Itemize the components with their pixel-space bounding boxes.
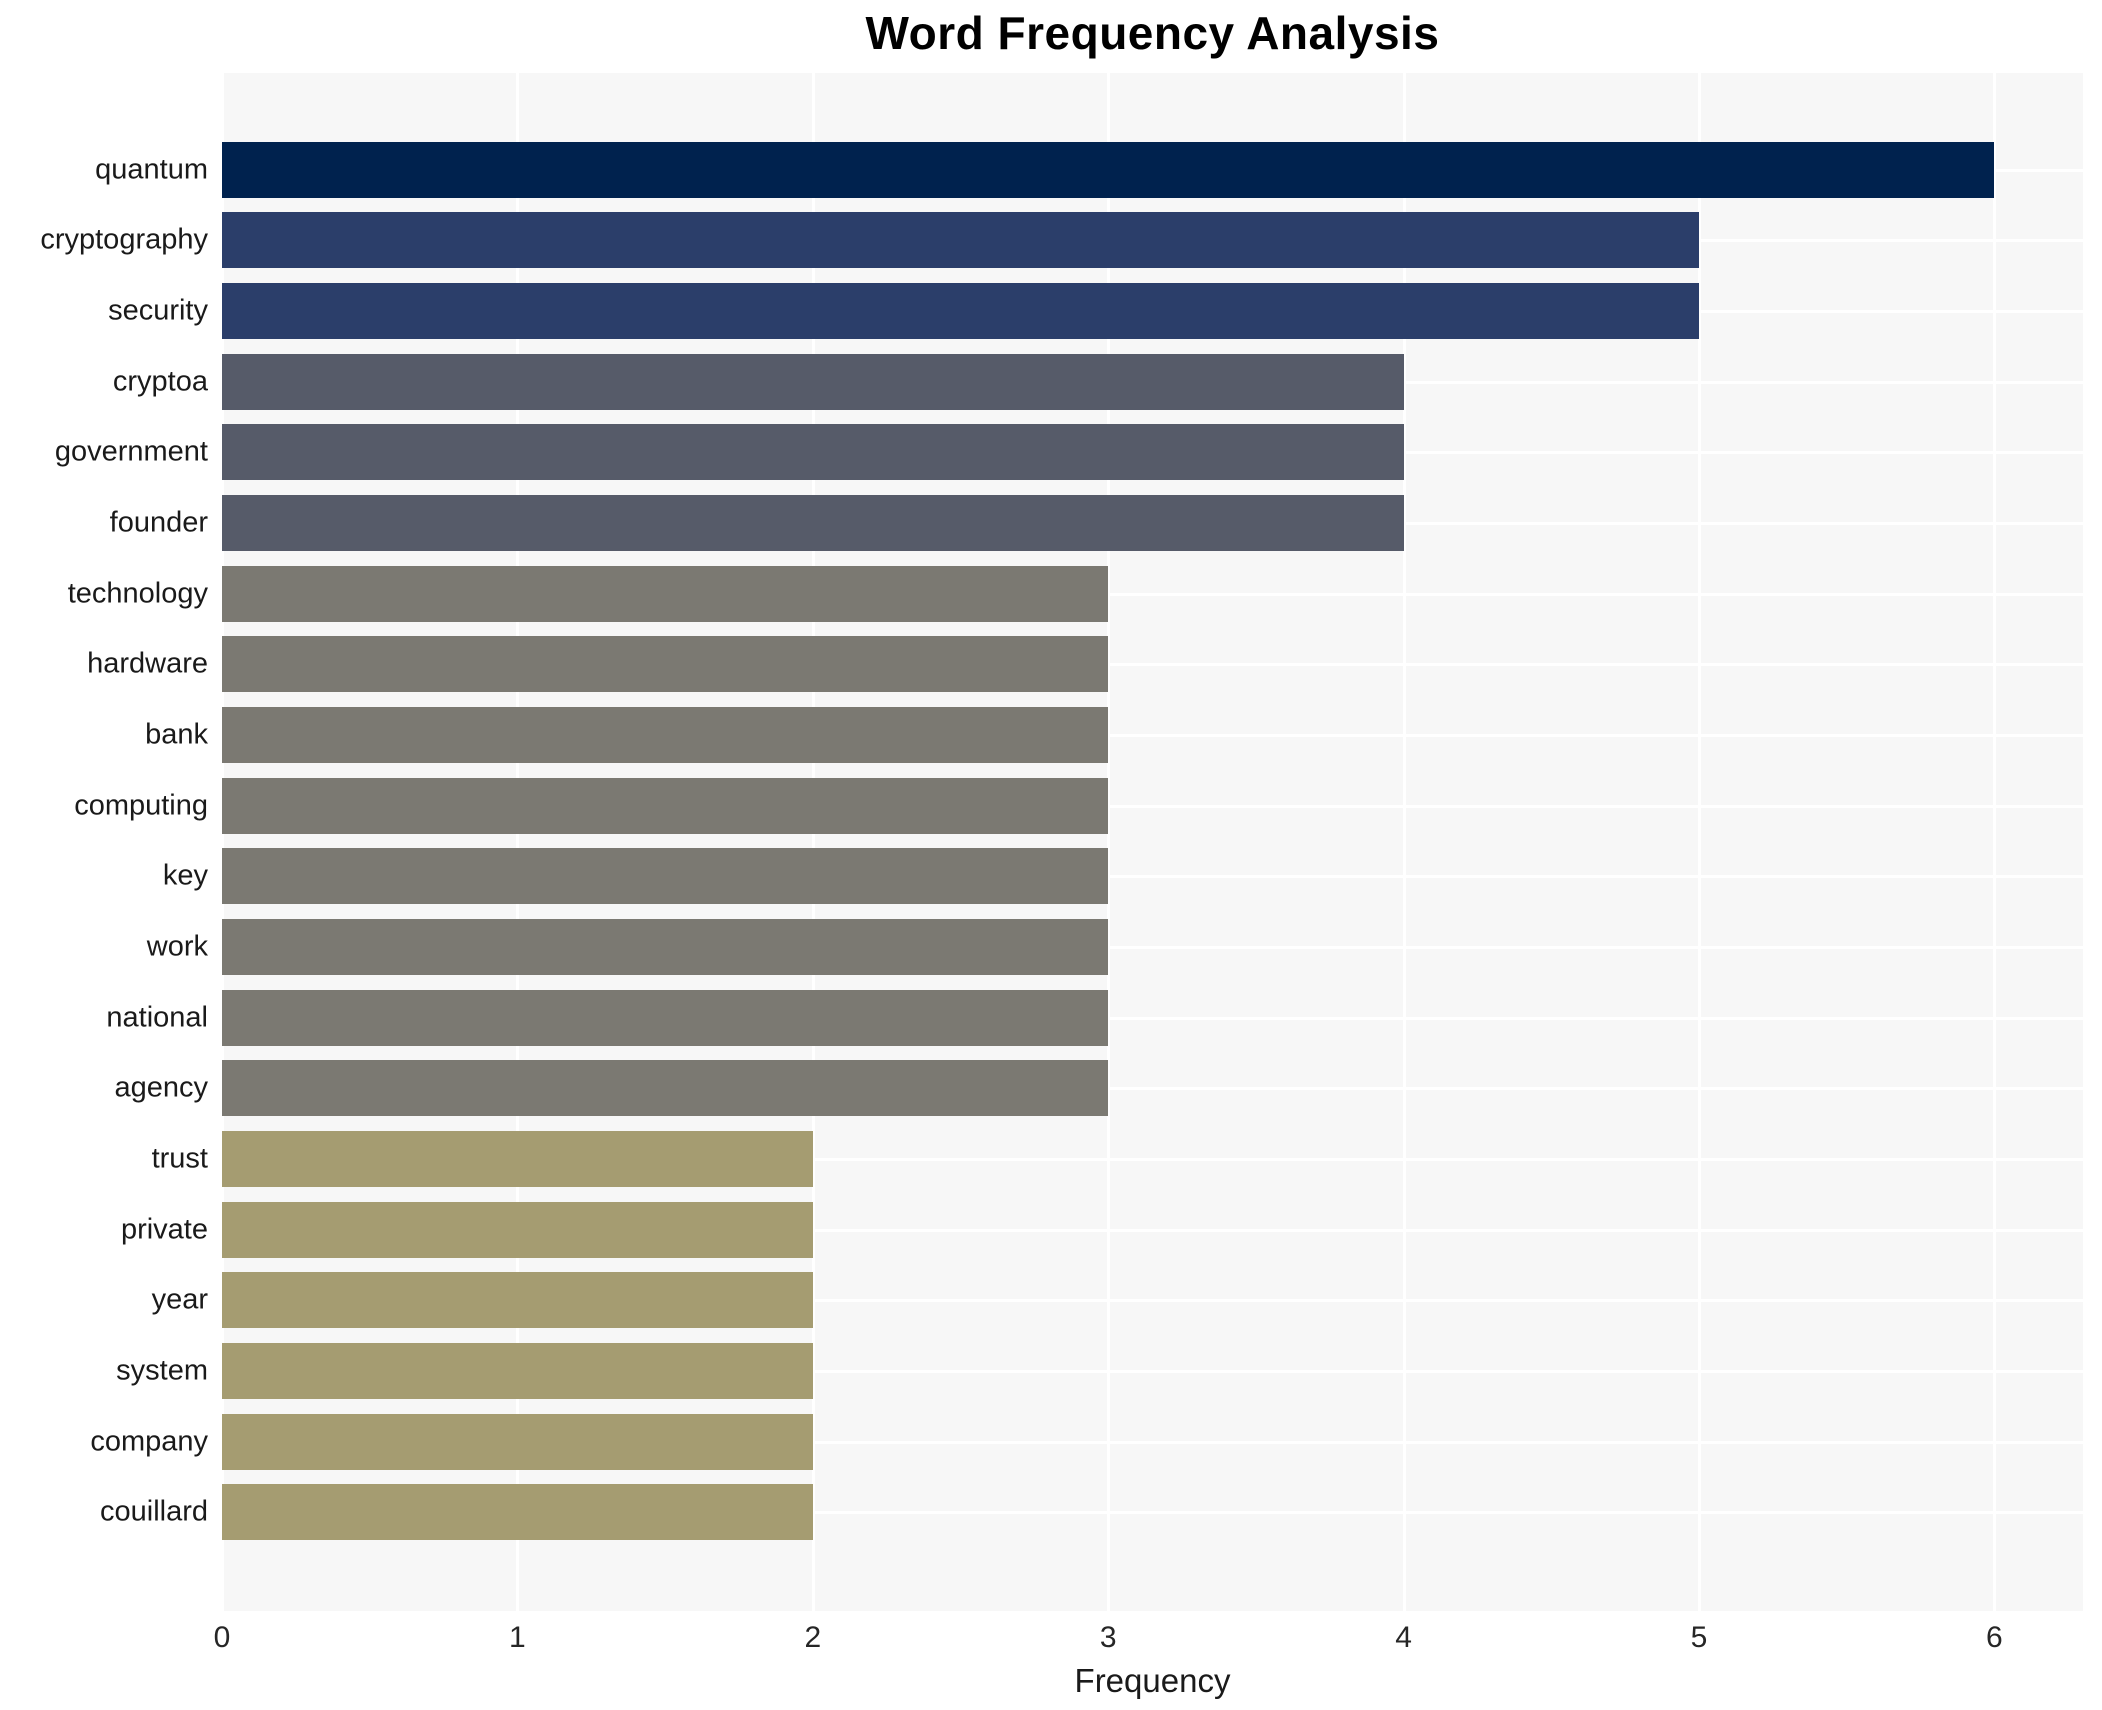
bar-computing bbox=[222, 777, 1109, 834]
bar-key bbox=[222, 848, 1109, 905]
bar-agency bbox=[222, 1060, 1109, 1117]
bar-bank bbox=[222, 706, 1109, 763]
y-gridline-company bbox=[222, 1440, 2083, 1444]
x-gridline-4 bbox=[1402, 73, 1406, 1611]
y-gridline-year bbox=[222, 1299, 2083, 1303]
bar-work bbox=[222, 918, 1109, 975]
x-gridline-0 bbox=[222, 73, 224, 1611]
x-tick-label-6: 6 bbox=[1986, 1621, 2003, 1654]
bar-year bbox=[222, 1272, 813, 1329]
bar-hardware bbox=[222, 636, 1109, 693]
chart-title: Word Frequency Analysis bbox=[865, 7, 1440, 59]
bar-couillard bbox=[222, 1484, 813, 1541]
x-gridline-5 bbox=[1697, 73, 1701, 1611]
x-tick-label-3: 3 bbox=[1099, 1621, 1117, 1654]
y-tick-label-private: private bbox=[120, 1213, 208, 1246]
y-gridline-computing bbox=[222, 804, 2083, 808]
y-tick-label-cryptography: cryptography bbox=[40, 223, 208, 256]
bar-trust bbox=[222, 1131, 813, 1188]
y-gridline-technology bbox=[222, 592, 2083, 596]
y-tick-label-hardware: hardware bbox=[87, 647, 208, 680]
x-gridline-6 bbox=[1993, 73, 1997, 1611]
x-tick-label-2: 2 bbox=[804, 1621, 822, 1654]
plot-area bbox=[222, 73, 2083, 1611]
x-gridline-3 bbox=[1107, 73, 1111, 1611]
y-gridline-national bbox=[222, 1016, 2083, 1020]
y-tick-label-government: government bbox=[54, 435, 208, 468]
y-tick-label-security: security bbox=[108, 294, 208, 327]
bar-cryptography bbox=[222, 212, 1699, 269]
x-tick-label-4: 4 bbox=[1395, 1621, 1412, 1654]
y-tick-label-company: company bbox=[90, 1425, 208, 1458]
y-gridline-work bbox=[222, 945, 2083, 949]
y-gridline-trust bbox=[222, 1158, 2083, 1162]
bar-government bbox=[222, 424, 1404, 481]
y-tick-label-key: key bbox=[162, 859, 208, 892]
y-tick-label-cryptoa: cryptoa bbox=[112, 365, 208, 398]
y-tick-label-trust: trust bbox=[151, 1142, 208, 1175]
bar-private bbox=[222, 1201, 813, 1258]
y-tick-label-agency: agency bbox=[114, 1071, 208, 1104]
y-gridline-bank bbox=[222, 733, 2083, 737]
y-gridline-hardware bbox=[222, 663, 2083, 667]
y-tick-label-system: system bbox=[116, 1354, 208, 1387]
y-gridline-private bbox=[222, 1228, 2083, 1232]
bar-technology bbox=[222, 565, 1109, 622]
x-gridline-2 bbox=[811, 73, 815, 1611]
x-tick-label-0: 0 bbox=[213, 1621, 231, 1654]
bar-national bbox=[222, 989, 1109, 1046]
x-axis-title: Frequency bbox=[1074, 1662, 1231, 1699]
y-tick-label-quantum: quantum bbox=[95, 153, 208, 185]
y-gridline-system bbox=[222, 1370, 2083, 1374]
x-tick-label-1: 1 bbox=[509, 1621, 526, 1654]
y-tick-label-computing: computing bbox=[74, 789, 208, 822]
x-tick-label-5: 5 bbox=[1690, 1621, 1708, 1654]
bar-cryptoa bbox=[222, 353, 1404, 410]
bar-system bbox=[222, 1343, 813, 1400]
y-tick-label-work: work bbox=[146, 930, 208, 963]
y-gridline-agency bbox=[222, 1087, 2083, 1091]
y-tick-label-founder: founder bbox=[109, 506, 208, 539]
y-tick-label-bank: bank bbox=[145, 718, 208, 751]
bar-founder bbox=[222, 494, 1404, 551]
y-tick-label-year: year bbox=[151, 1283, 208, 1316]
y-gridline-couillard bbox=[222, 1511, 2083, 1515]
y-tick-label-couillard: couillard bbox=[100, 1495, 208, 1528]
x-gridline-1 bbox=[516, 73, 520, 1611]
bar-company bbox=[222, 1413, 813, 1470]
y-tick-label-technology: technology bbox=[67, 577, 208, 610]
y-tick-label-national: national bbox=[106, 1001, 208, 1034]
bar-security bbox=[222, 282, 1699, 339]
y-gridline-key bbox=[222, 875, 2083, 879]
bar-quantum bbox=[222, 141, 1995, 198]
